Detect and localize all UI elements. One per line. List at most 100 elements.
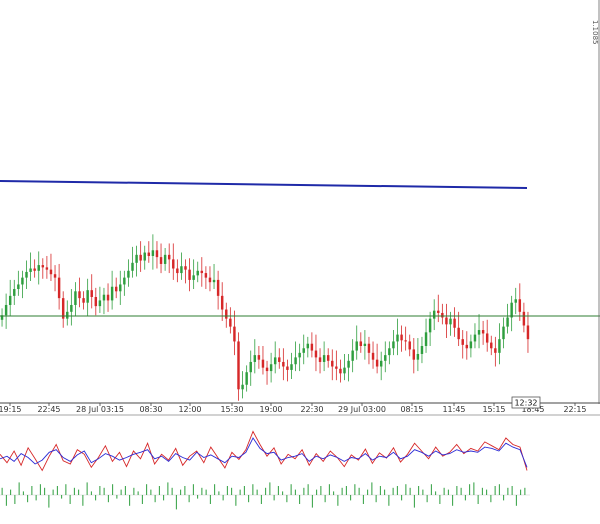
- candle-body[interactable]: [41, 265, 45, 268]
- candle-body[interactable]: [220, 295, 224, 310]
- candle-body[interactable]: [461, 339, 464, 345]
- candle-body[interactable]: [322, 355, 326, 362]
- candle-body[interactable]: [29, 268, 32, 272]
- candle-body[interactable]: [298, 352, 301, 358]
- candle-body[interactable]: [151, 250, 155, 256]
- candle-body[interactable]: [453, 318, 456, 328]
- candle-body[interactable]: [245, 372, 248, 385]
- candle-body[interactable]: [253, 355, 257, 362]
- trend-line[interactable]: [0, 180, 528, 189]
- candle-body[interactable]: [61, 298, 65, 319]
- candle-body[interactable]: [388, 348, 391, 356]
- candle-body[interactable]: [465, 344, 469, 349]
- candle-body[interactable]: [184, 266, 187, 270]
- candle-body[interactable]: [17, 284, 20, 290]
- candle-body[interactable]: [273, 357, 277, 365]
- candle-body[interactable]: [384, 355, 387, 361]
- candle-body[interactable]: [212, 279, 216, 283]
- candle-body[interactable]: [37, 265, 40, 271]
- candle-body[interactable]: [196, 270, 199, 276]
- candle-body[interactable]: [216, 279, 220, 296]
- candle-body[interactable]: [510, 302, 513, 318]
- candle-body[interactable]: [371, 352, 375, 360]
- candle-body[interactable]: [49, 269, 53, 275]
- candle-body[interactable]: [172, 259, 175, 269]
- candle-body[interactable]: [367, 343, 371, 353]
- candle-body[interactable]: [294, 357, 297, 365]
- candle-body[interactable]: [445, 317, 448, 325]
- candle-body[interactable]: [335, 366, 338, 369]
- candle-body[interactable]: [481, 330, 485, 334]
- candle-body[interactable]: [310, 343, 314, 351]
- candle-body[interactable]: [404, 340, 407, 342]
- candle-body[interactable]: [408, 341, 411, 350]
- candle-body[interactable]: [78, 291, 81, 299]
- candle-body[interactable]: [90, 290, 93, 297]
- candle-body[interactable]: [428, 318, 432, 333]
- candle-body[interactable]: [261, 359, 265, 368]
- candle-body[interactable]: [326, 355, 330, 361]
- candle-body[interactable]: [441, 312, 444, 318]
- candle-body[interactable]: [412, 349, 416, 360]
- candle-body[interactable]: [143, 252, 146, 261]
- candle-body[interactable]: [237, 341, 240, 390]
- candle-body[interactable]: [176, 268, 179, 274]
- oscillator-panel[interactable]: [0, 430, 530, 510]
- candle-body[interactable]: [163, 254, 167, 264]
- candle-body[interactable]: [57, 277, 61, 299]
- candle-body[interactable]: [494, 348, 497, 353]
- candle-body[interactable]: [25, 271, 28, 278]
- candle-body[interactable]: [200, 270, 204, 274]
- candle-body[interactable]: [437, 310, 440, 313]
- candle-body[interactable]: [131, 262, 134, 271]
- candle-body[interactable]: [282, 361, 285, 367]
- candle-body[interactable]: [94, 297, 98, 307]
- candle-body[interactable]: [70, 304, 73, 312]
- candle-body[interactable]: [347, 360, 350, 368]
- candle-body[interactable]: [127, 270, 130, 278]
- candle-body[interactable]: [363, 343, 367, 346]
- candle-body[interactable]: [518, 299, 522, 312]
- candle-body[interactable]: [498, 339, 501, 353]
- candle-body[interactable]: [477, 330, 481, 335]
- candle-body[interactable]: [343, 367, 346, 374]
- candle-body[interactable]: [306, 343, 310, 349]
- candle-body[interactable]: [473, 334, 477, 342]
- candle-body[interactable]: [265, 367, 269, 372]
- candle-body[interactable]: [167, 254, 171, 260]
- candle-body[interactable]: [66, 311, 69, 319]
- candle-body[interactable]: [21, 277, 24, 285]
- candle-body[interactable]: [110, 286, 114, 301]
- candle-body[interactable]: [485, 333, 489, 343]
- candle-body[interactable]: [241, 384, 244, 390]
- price-panel[interactable]: [0, 234, 530, 401]
- candle-body[interactable]: [229, 318, 232, 327]
- candle-body[interactable]: [400, 334, 403, 341]
- candle-body[interactable]: [225, 309, 228, 319]
- candle-body[interactable]: [379, 360, 383, 367]
- candle-body[interactable]: [86, 290, 89, 303]
- candle-body[interactable]: [188, 269, 191, 280]
- candle-body[interactable]: [375, 359, 379, 367]
- candle-body[interactable]: [351, 350, 354, 361]
- candle-body[interactable]: [449, 318, 452, 325]
- candle-body[interactable]: [114, 286, 118, 292]
- candle-body[interactable]: [53, 274, 57, 278]
- candle-body[interactable]: [392, 341, 395, 349]
- candle-body[interactable]: [123, 277, 126, 285]
- candle-body[interactable]: [432, 310, 436, 319]
- candle-body[interactable]: [4, 304, 8, 316]
- candle-body[interactable]: [514, 299, 517, 303]
- candle-body[interactable]: [98, 300, 102, 307]
- candle-body[interactable]: [204, 273, 208, 278]
- candle-body[interactable]: [416, 353, 420, 360]
- trend-line-path[interactable]: [0, 180, 528, 189]
- candle-body[interactable]: [339, 368, 342, 374]
- candle-body[interactable]: [302, 348, 305, 353]
- candle-body[interactable]: [139, 254, 142, 261]
- candle-body[interactable]: [74, 291, 77, 305]
- candle-body[interactable]: [506, 317, 509, 327]
- candle-body[interactable]: [420, 346, 424, 354]
- candle-body[interactable]: [396, 334, 399, 342]
